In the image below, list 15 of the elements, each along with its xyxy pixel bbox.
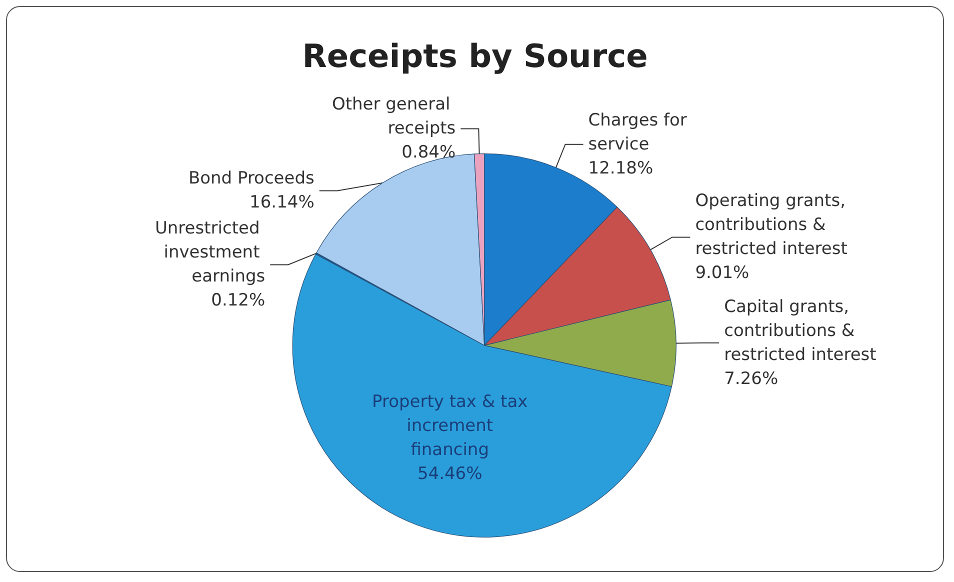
data-label: 54.46%: [417, 464, 482, 484]
slice-label: Charges for service: [588, 110, 692, 154]
data-label: 12.18%: [588, 158, 654, 178]
data-label: 7.26%: [724, 368, 778, 389]
slice-label: Unrestricted investment earnings: [154, 218, 266, 287]
slice-label: Operating grants, contributions & restricted interest: [695, 191, 851, 260]
chart-title: Receipts by Source: [302, 37, 648, 75]
data-label: 9.01%: [695, 263, 750, 284]
data-label: 16.14%: [250, 192, 314, 213]
slice-label: Other general receipts: [332, 94, 456, 139]
data-label: 0.84%: [402, 142, 456, 163]
slice-label: Property tax & tax increment financing: [372, 392, 528, 460]
slice-label: Bond Proceeds: [188, 168, 315, 189]
data-label: 0.12%: [211, 290, 266, 311]
slice-label: Capital grants, contributions & restricted interest: [724, 296, 877, 365]
